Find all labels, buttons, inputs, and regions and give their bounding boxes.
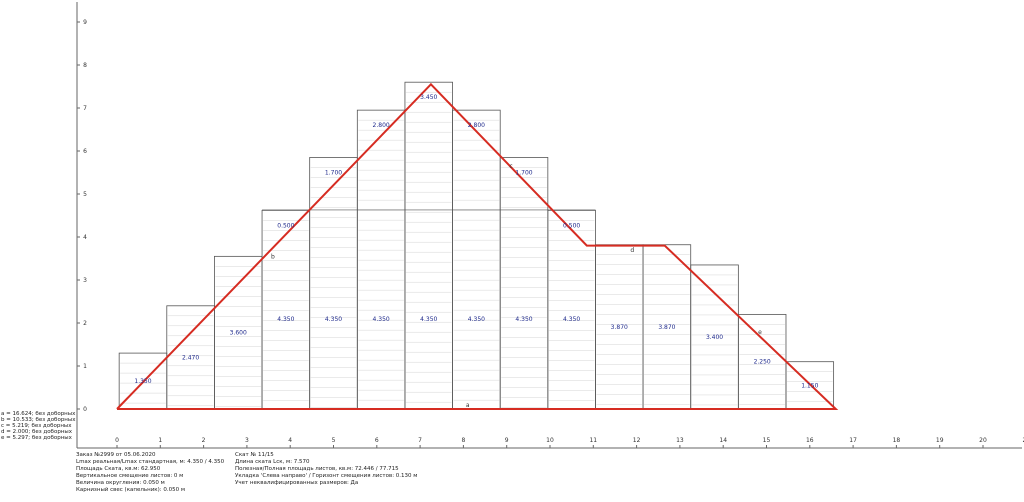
sheet-length-label: 2.470 <box>182 354 199 361</box>
x-tick-label: 5 <box>332 437 336 444</box>
sheet-length-label: 4.350 <box>277 316 294 323</box>
edge-legend: a = 16.624; без доборных b = 10.533; без… <box>1 411 76 441</box>
x-tick-label: 18 <box>893 437 901 444</box>
sheet-length-label: 2.250 <box>754 359 771 366</box>
x-tick-label: 12 <box>633 437 641 444</box>
sheet-length-label: 4.350 <box>515 316 532 323</box>
info-line: Полезная/Полная площадь листов, кв.м: 72… <box>235 466 399 472</box>
legend-line: a = 16.624; без доборных <box>1 411 76 417</box>
y-tick-label: 6 <box>83 148 87 155</box>
info-line: Карнизный свес (капельник): 0.050 м <box>76 487 186 493</box>
x-tick-label: 9 <box>505 437 509 444</box>
x-tick-label: 10 <box>546 437 554 444</box>
sheet-length-label: 3.870 <box>611 324 628 331</box>
x-tick-label: 3 <box>245 437 249 444</box>
sheet-length-label: 4.350 <box>420 316 437 323</box>
y-tick-label: 7 <box>83 105 87 112</box>
legend-line: c = 5.219; без доборных <box>1 423 72 430</box>
slope-info-column: Скат № 11/15 Длина ската Lск, м: 7.570 П… <box>235 452 417 487</box>
sheet-length-label: 2.800 <box>373 122 390 129</box>
legend-line: e = 5.297; без доборных <box>1 435 72 442</box>
roof-sheet <box>309 157 358 410</box>
x-tick-label: 4 <box>288 437 292 444</box>
x-tick-label: 14 <box>719 437 727 444</box>
order-info-panel: Заказ №2999 от 05.06.2020 Lmax реальная/… <box>76 452 417 494</box>
sheet-length-label: 1.350 <box>134 378 151 385</box>
sheet-length-label: 3.400 <box>706 334 723 341</box>
sheet-length-label: 1.150 <box>801 382 818 389</box>
info-line: Заказ №2999 от 05.06.2020 <box>76 452 156 458</box>
edge-label: d <box>630 247 634 254</box>
x-tick-label: 0 <box>115 437 119 444</box>
x-tick-label: 6 <box>375 437 379 444</box>
info-line: Lmax реальная/Lmax стандартная, м: 4.350… <box>76 459 225 465</box>
sheet-length-label: 4.350 <box>325 316 342 323</box>
edge-label: e <box>758 329 762 336</box>
x-tick-label: 16 <box>806 437 814 444</box>
info-line: Площадь Ската, кв.м: 62.950 <box>76 466 161 472</box>
legend-line: d = 2.000; без доборных <box>1 429 73 436</box>
sheet-length-label: 4.350 <box>373 316 390 323</box>
info-line: Учет неквалифицированных размеров: Да <box>235 480 359 486</box>
sheet-length-label: 3.450 <box>420 94 437 101</box>
y-tick-label: 5 <box>83 191 87 198</box>
roof-sheet <box>499 157 549 410</box>
x-tick-label: 1 <box>158 437 162 444</box>
x-tick-label: 13 <box>676 437 684 444</box>
roof-outline-layer <box>116 82 839 410</box>
sheet-length-label: 1.700 <box>325 169 342 176</box>
y-tick-label: 8 <box>83 62 87 69</box>
edge-label: b <box>271 254 275 261</box>
x-tick-label: 17 <box>849 437 857 444</box>
info-line: Длина ската Lск, м: 7.570 <box>235 459 310 465</box>
y-tick-label: 0 <box>83 406 87 413</box>
sheet-length-label: 3.870 <box>658 324 675 331</box>
sheet-length-label: 2.800 <box>468 122 485 129</box>
x-tick-label: 2 <box>202 437 206 444</box>
x-tick-label: 19 <box>936 437 944 444</box>
y-tick-label: 9 <box>83 19 87 26</box>
y-tick-label: 3 <box>83 277 87 284</box>
edge-label: c <box>509 163 512 170</box>
y-tick-label: 4 <box>83 234 87 241</box>
info-line: Укладка 'Слева направо' / Горизонт смеще… <box>235 473 418 479</box>
y-tick-label: 1 <box>83 363 87 370</box>
edge-label: a <box>466 402 470 409</box>
x-tick-label: 20 <box>979 437 987 444</box>
sheet-length-label: 1.700 <box>515 169 532 176</box>
sheet-length-label: 0.500 <box>277 222 294 229</box>
x-tick-label: 7 <box>418 437 422 444</box>
legend-line: b = 10.533; без доборных <box>1 417 76 424</box>
roof-sheet <box>356 109 406 410</box>
info-line: Вертикальное смещение листов: 0 м <box>76 473 184 479</box>
x-tick-label: 21 <box>1022 437 1024 444</box>
sheet-length-label: 4.350 <box>563 316 580 323</box>
axes: 0123456789101112131415161718192021012345… <box>76 2 1024 449</box>
x-tick-label: 15 <box>763 437 771 444</box>
sheet-length-label: 3.600 <box>230 330 247 337</box>
info-line: Скат № 11/15 <box>235 452 274 458</box>
x-tick-label: 8 <box>461 437 465 444</box>
sheet-length-label: 4.350 <box>468 316 485 323</box>
y-tick-label: 2 <box>83 320 87 327</box>
roof-sheet <box>404 81 453 410</box>
sheet-length-label: 0.500 <box>563 222 580 229</box>
labels-layer: 1.350 2.470 3.600 0.500 4.350 1.700 4.350 2.800… <box>134 94 818 409</box>
x-tick-label: 11 <box>589 437 597 444</box>
roof-outline <box>116 82 839 410</box>
info-line: Величина округления: 0.050 м <box>76 480 165 486</box>
roof-sheet <box>452 109 501 410</box>
